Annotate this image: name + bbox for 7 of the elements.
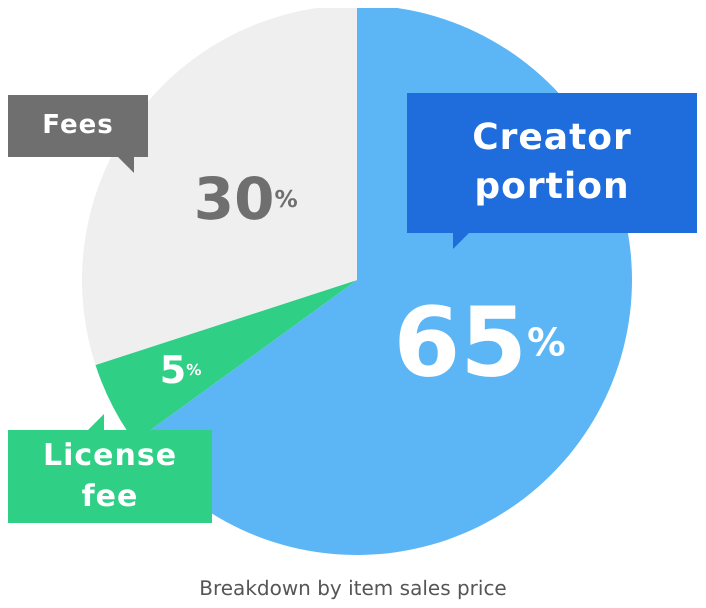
data-label: 30% (194, 165, 298, 234)
slice-label: License fee (42, 437, 178, 516)
slice-label: Fees (42, 109, 114, 142)
data-label: 5% (160, 348, 202, 392)
data-label: 65% (393, 286, 566, 398)
slice-label: Creator portion (471, 116, 633, 209)
text: Breakdown by item sales price (198, 576, 508, 600)
